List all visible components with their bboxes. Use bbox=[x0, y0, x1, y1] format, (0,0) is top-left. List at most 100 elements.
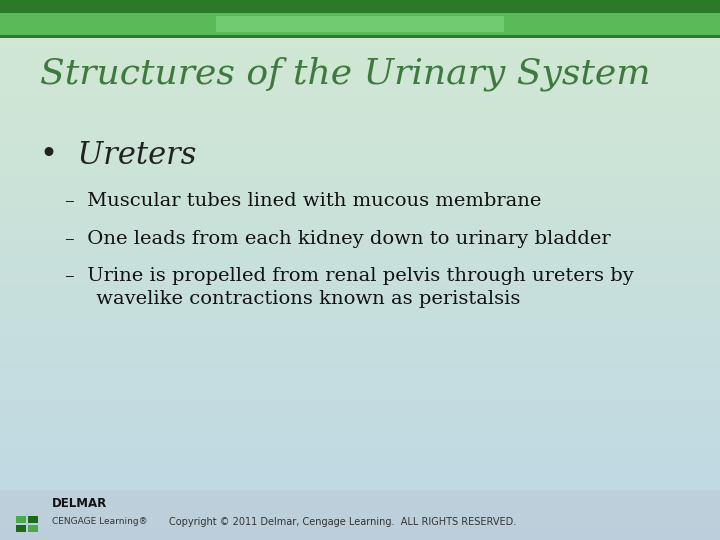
Bar bbox=[0, 146, 720, 147]
Bar bbox=[0, 491, 720, 493]
Bar bbox=[0, 250, 720, 252]
Bar bbox=[0, 74, 720, 76]
Bar bbox=[0, 517, 720, 518]
Bar bbox=[0, 124, 720, 126]
Bar bbox=[0, 501, 720, 502]
Bar bbox=[0, 369, 720, 371]
Bar bbox=[0, 81, 720, 83]
Bar bbox=[0, 113, 720, 115]
Bar bbox=[0, 454, 720, 455]
Bar bbox=[0, 177, 720, 178]
Bar bbox=[0, 376, 720, 378]
Bar bbox=[0, 450, 720, 452]
Bar bbox=[0, 50, 720, 52]
Bar bbox=[0, 504, 720, 506]
Bar bbox=[0, 436, 720, 437]
Bar bbox=[0, 378, 720, 380]
Bar bbox=[0, 295, 720, 297]
Bar bbox=[0, 282, 720, 285]
Bar bbox=[0, 193, 720, 194]
Bar bbox=[0, 459, 720, 461]
Bar bbox=[0, 481, 720, 482]
Bar bbox=[0, 61, 720, 63]
Bar bbox=[0, 398, 720, 400]
Bar bbox=[0, 110, 720, 112]
Bar bbox=[0, 166, 720, 167]
Bar bbox=[0, 255, 720, 258]
Bar bbox=[0, 198, 720, 200]
Bar bbox=[0, 247, 720, 248]
Bar bbox=[0, 42, 720, 43]
Bar bbox=[0, 112, 720, 113]
Bar bbox=[0, 313, 720, 315]
Bar bbox=[0, 157, 720, 158]
Bar bbox=[0, 43, 720, 45]
Bar bbox=[0, 120, 720, 123]
Bar bbox=[0, 76, 720, 77]
Bar bbox=[0, 434, 720, 436]
Bar bbox=[0, 448, 720, 450]
Bar bbox=[0, 423, 720, 425]
Bar bbox=[0, 331, 720, 333]
Bar bbox=[0, 90, 720, 92]
Bar bbox=[0, 493, 720, 495]
Bar bbox=[0, 63, 720, 65]
Bar bbox=[0, 382, 720, 383]
Text: DELMAR: DELMAR bbox=[52, 497, 107, 510]
Bar bbox=[0, 207, 720, 209]
Bar bbox=[0, 349, 720, 351]
Bar bbox=[28, 525, 38, 532]
Bar bbox=[0, 389, 720, 390]
Bar bbox=[0, 529, 720, 531]
Bar bbox=[0, 194, 720, 196]
Bar bbox=[0, 401, 720, 403]
Bar bbox=[0, 488, 720, 490]
Bar bbox=[0, 58, 720, 59]
Bar bbox=[0, 329, 720, 331]
Bar bbox=[0, 428, 720, 430]
Bar bbox=[0, 18, 720, 20]
Bar bbox=[0, 104, 720, 106]
Bar bbox=[0, 441, 720, 443]
Bar bbox=[0, 92, 720, 93]
Bar bbox=[0, 211, 720, 212]
Bar bbox=[0, 275, 720, 277]
Bar bbox=[0, 209, 720, 211]
Bar bbox=[0, 228, 720, 231]
Bar bbox=[0, 308, 720, 309]
Bar bbox=[0, 115, 720, 117]
Bar bbox=[0, 366, 720, 367]
Bar bbox=[0, 231, 720, 232]
Bar bbox=[0, 535, 720, 536]
Bar bbox=[0, 248, 720, 250]
Bar bbox=[28, 516, 38, 523]
Bar bbox=[0, 227, 720, 228]
Bar bbox=[0, 232, 720, 234]
Bar bbox=[0, 130, 720, 131]
Bar bbox=[0, 160, 720, 162]
Bar bbox=[0, 123, 720, 124]
Bar bbox=[0, 131, 720, 133]
Bar bbox=[0, 351, 720, 353]
Bar bbox=[0, 432, 720, 434]
Bar bbox=[0, 201, 720, 204]
Bar bbox=[0, 265, 720, 266]
Bar bbox=[0, 506, 720, 508]
Bar bbox=[0, 317, 720, 319]
Bar bbox=[0, 135, 720, 137]
Bar bbox=[0, 302, 720, 304]
Bar bbox=[0, 471, 720, 474]
Bar bbox=[0, 178, 720, 180]
Bar bbox=[0, 27, 720, 29]
Bar bbox=[0, 339, 720, 340]
Text: CENGAGE Learning®: CENGAGE Learning® bbox=[52, 517, 148, 526]
Bar bbox=[0, 444, 720, 447]
Bar bbox=[0, 333, 720, 335]
Bar bbox=[0, 54, 720, 56]
Bar bbox=[0, 187, 720, 189]
Bar bbox=[0, 139, 720, 140]
Bar bbox=[0, 466, 720, 468]
Text: Copyright © 2011 Delmar, Cengage Learning.  ALL RIGHTS RESERVED.: Copyright © 2011 Delmar, Cengage Learnin… bbox=[169, 517, 516, 527]
Bar bbox=[0, 5, 720, 7]
Bar bbox=[0, 4, 720, 5]
